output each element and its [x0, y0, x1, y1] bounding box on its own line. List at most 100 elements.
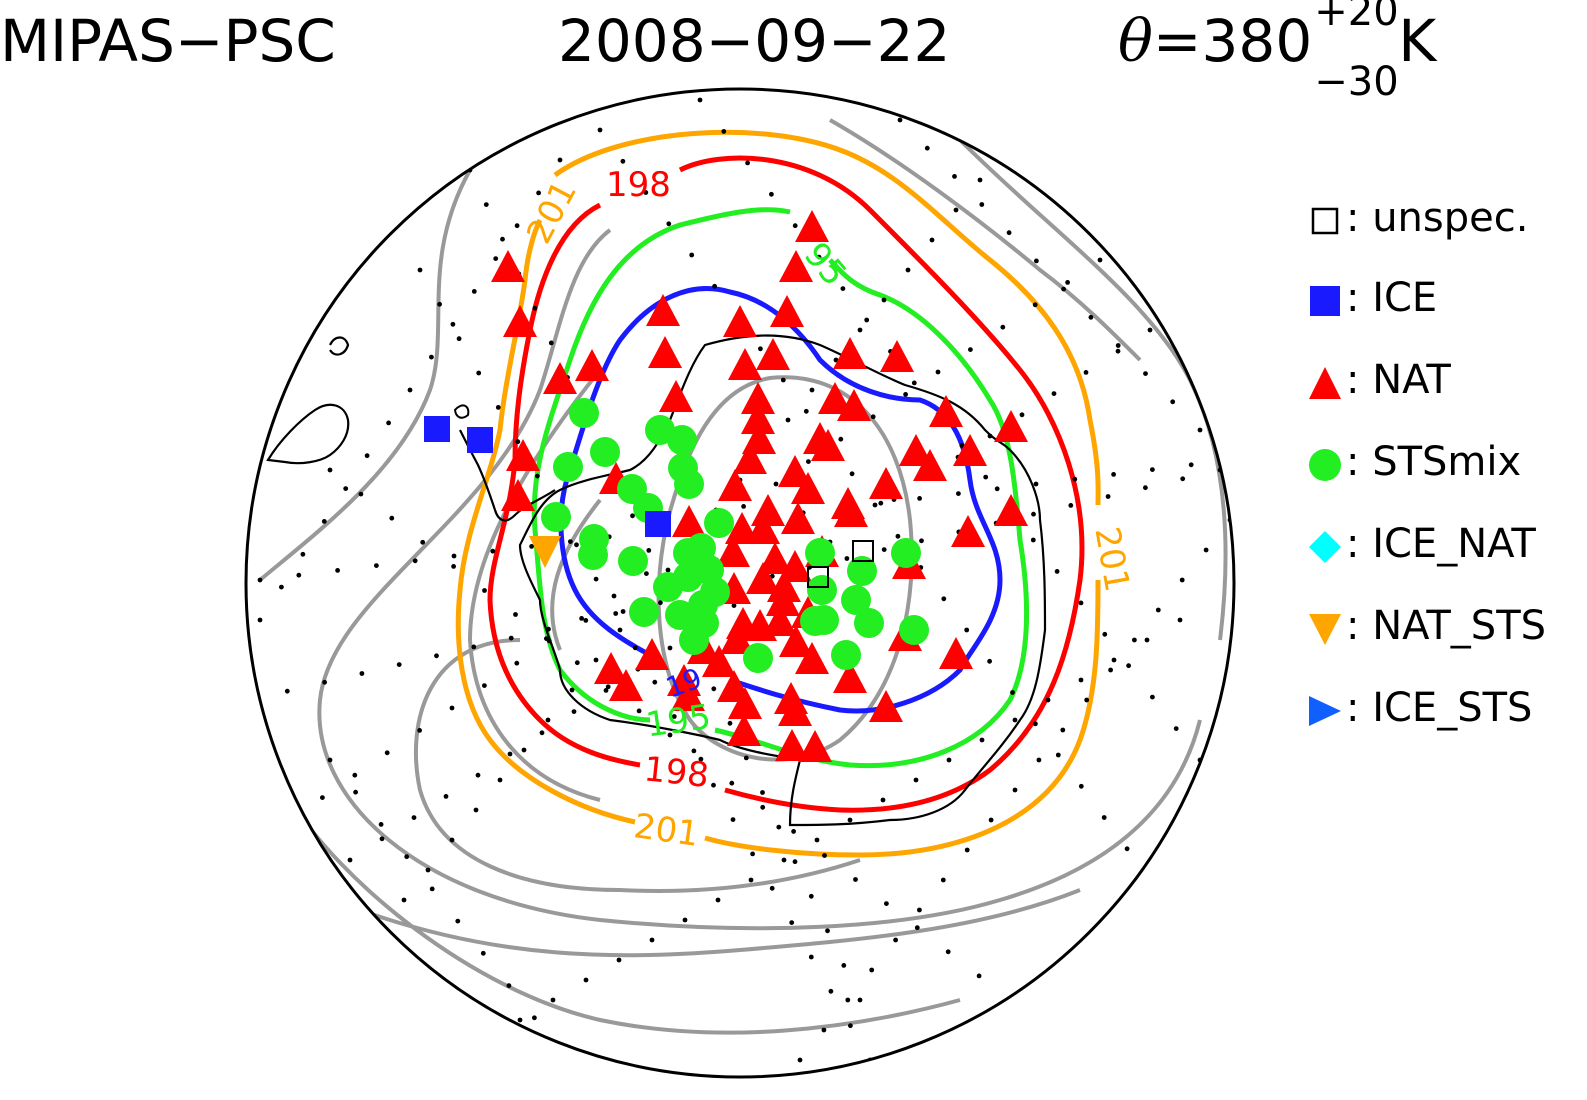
track-dot: [287, 817, 293, 823]
nat-marker: [929, 395, 963, 427]
legend-label-nat-sts: : NAT_STS: [1346, 603, 1547, 649]
track-dot: [1083, 370, 1089, 375]
track-dot: [689, 252, 695, 258]
nat-marker: [672, 505, 706, 537]
south-america-tip: [266, 336, 350, 465]
track-dot: [358, 491, 364, 497]
nat-marker: [506, 439, 540, 471]
track-dot: [658, 600, 663, 606]
label-195-top: 95: [796, 235, 854, 294]
track-dot: [913, 777, 919, 783]
track-dot: [870, 414, 876, 420]
track-dot: [364, 453, 370, 459]
track-dot: [758, 346, 763, 352]
gray-contour-mid: [413, 638, 861, 893]
nat-marker: [758, 542, 792, 574]
track-dot: [379, 836, 385, 842]
track-dot: [956, 491, 961, 496]
nat-marker: [728, 348, 762, 380]
nat-marker: [953, 434, 987, 466]
island-group: [453, 404, 470, 419]
nat-marker: [702, 645, 736, 677]
track-dot: [780, 377, 786, 383]
gray-contour-bottom: [359, 888, 1081, 958]
track-dot: [475, 772, 481, 778]
track-dot: [979, 737, 985, 743]
nat-marker: [951, 515, 985, 547]
track-dot: [968, 347, 973, 352]
track-dot: [721, 129, 727, 134]
track-dot: [781, 857, 787, 863]
track-dot: [532, 305, 538, 311]
track-dot: [1227, 457, 1233, 463]
track-dot: [745, 160, 750, 166]
track-dot: [1078, 600, 1084, 606]
ice-marker: [645, 511, 671, 537]
track-dot: [917, 907, 922, 913]
track-dot: [988, 817, 994, 823]
track-dot: [571, 709, 577, 714]
stsmix-marker: [807, 575, 837, 605]
track-dot: [1102, 631, 1108, 637]
stsmix-marker: [578, 540, 608, 570]
track-dot: [844, 556, 850, 561]
stsmix-marker: [841, 585, 871, 615]
track-dot: [857, 327, 863, 333]
open-square-icon: [1308, 204, 1342, 238]
nat-marker: [659, 380, 693, 412]
track-dot: [1188, 462, 1194, 468]
track-dot: [1115, 343, 1121, 348]
nat-marker: [939, 637, 973, 669]
track-dot: [791, 829, 796, 834]
track-dot: [429, 886, 435, 892]
track-dot: [1115, 348, 1121, 354]
track-dot: [1036, 757, 1042, 763]
track-dot: [682, 917, 688, 923]
track-dot: [327, 757, 333, 763]
track-dot: [1078, 677, 1084, 683]
nat-marker: [770, 295, 804, 327]
track-dot: [808, 893, 814, 899]
stsmix-marker: [704, 508, 734, 538]
track-dot: [550, 997, 556, 1003]
track-dot: [1170, 399, 1176, 405]
stsmix-marker: [847, 556, 877, 586]
nat-marker: [718, 469, 752, 501]
stsmix-marker: [743, 643, 773, 673]
nat-marker: [833, 337, 867, 369]
contour-198: [487, 155, 1085, 813]
track-dot: [417, 728, 422, 733]
track-dot: [404, 854, 410, 860]
track-dot: [880, 797, 886, 803]
ice-marker: [467, 427, 493, 453]
track-dot: [569, 687, 575, 693]
gray-contour-outer-left: [258, 169, 472, 582]
nat-marker: [778, 550, 812, 582]
track-dot: [544, 636, 549, 641]
track-dot: [976, 973, 982, 979]
track-dot: [451, 564, 456, 569]
track-dot: [1179, 577, 1185, 583]
theta-minus: −30: [1314, 58, 1399, 105]
stsmix-marker: [665, 600, 695, 630]
track-dot: [743, 755, 749, 761]
track-dot: [667, 645, 673, 651]
nat-marker: [543, 362, 577, 394]
track-dot: [1010, 690, 1015, 695]
stsmix-marker: [569, 398, 599, 428]
track-dot: [1147, 327, 1153, 333]
track-dot: [1051, 391, 1057, 396]
stsmix-marker: [689, 608, 719, 638]
track-dot: [1054, 569, 1060, 574]
nat-marker: [837, 389, 871, 421]
track-dot: [959, 443, 965, 449]
stsmix-marker: [590, 437, 620, 467]
date-title: 2008−09−22: [558, 7, 951, 75]
track-dot: [644, 571, 649, 576]
nat-marker: [880, 340, 914, 372]
track-dot: [1019, 412, 1025, 418]
track-dot: [1012, 787, 1018, 793]
track-dot: [748, 877, 754, 883]
track-dot: [420, 539, 426, 545]
track-dot: [853, 877, 858, 882]
